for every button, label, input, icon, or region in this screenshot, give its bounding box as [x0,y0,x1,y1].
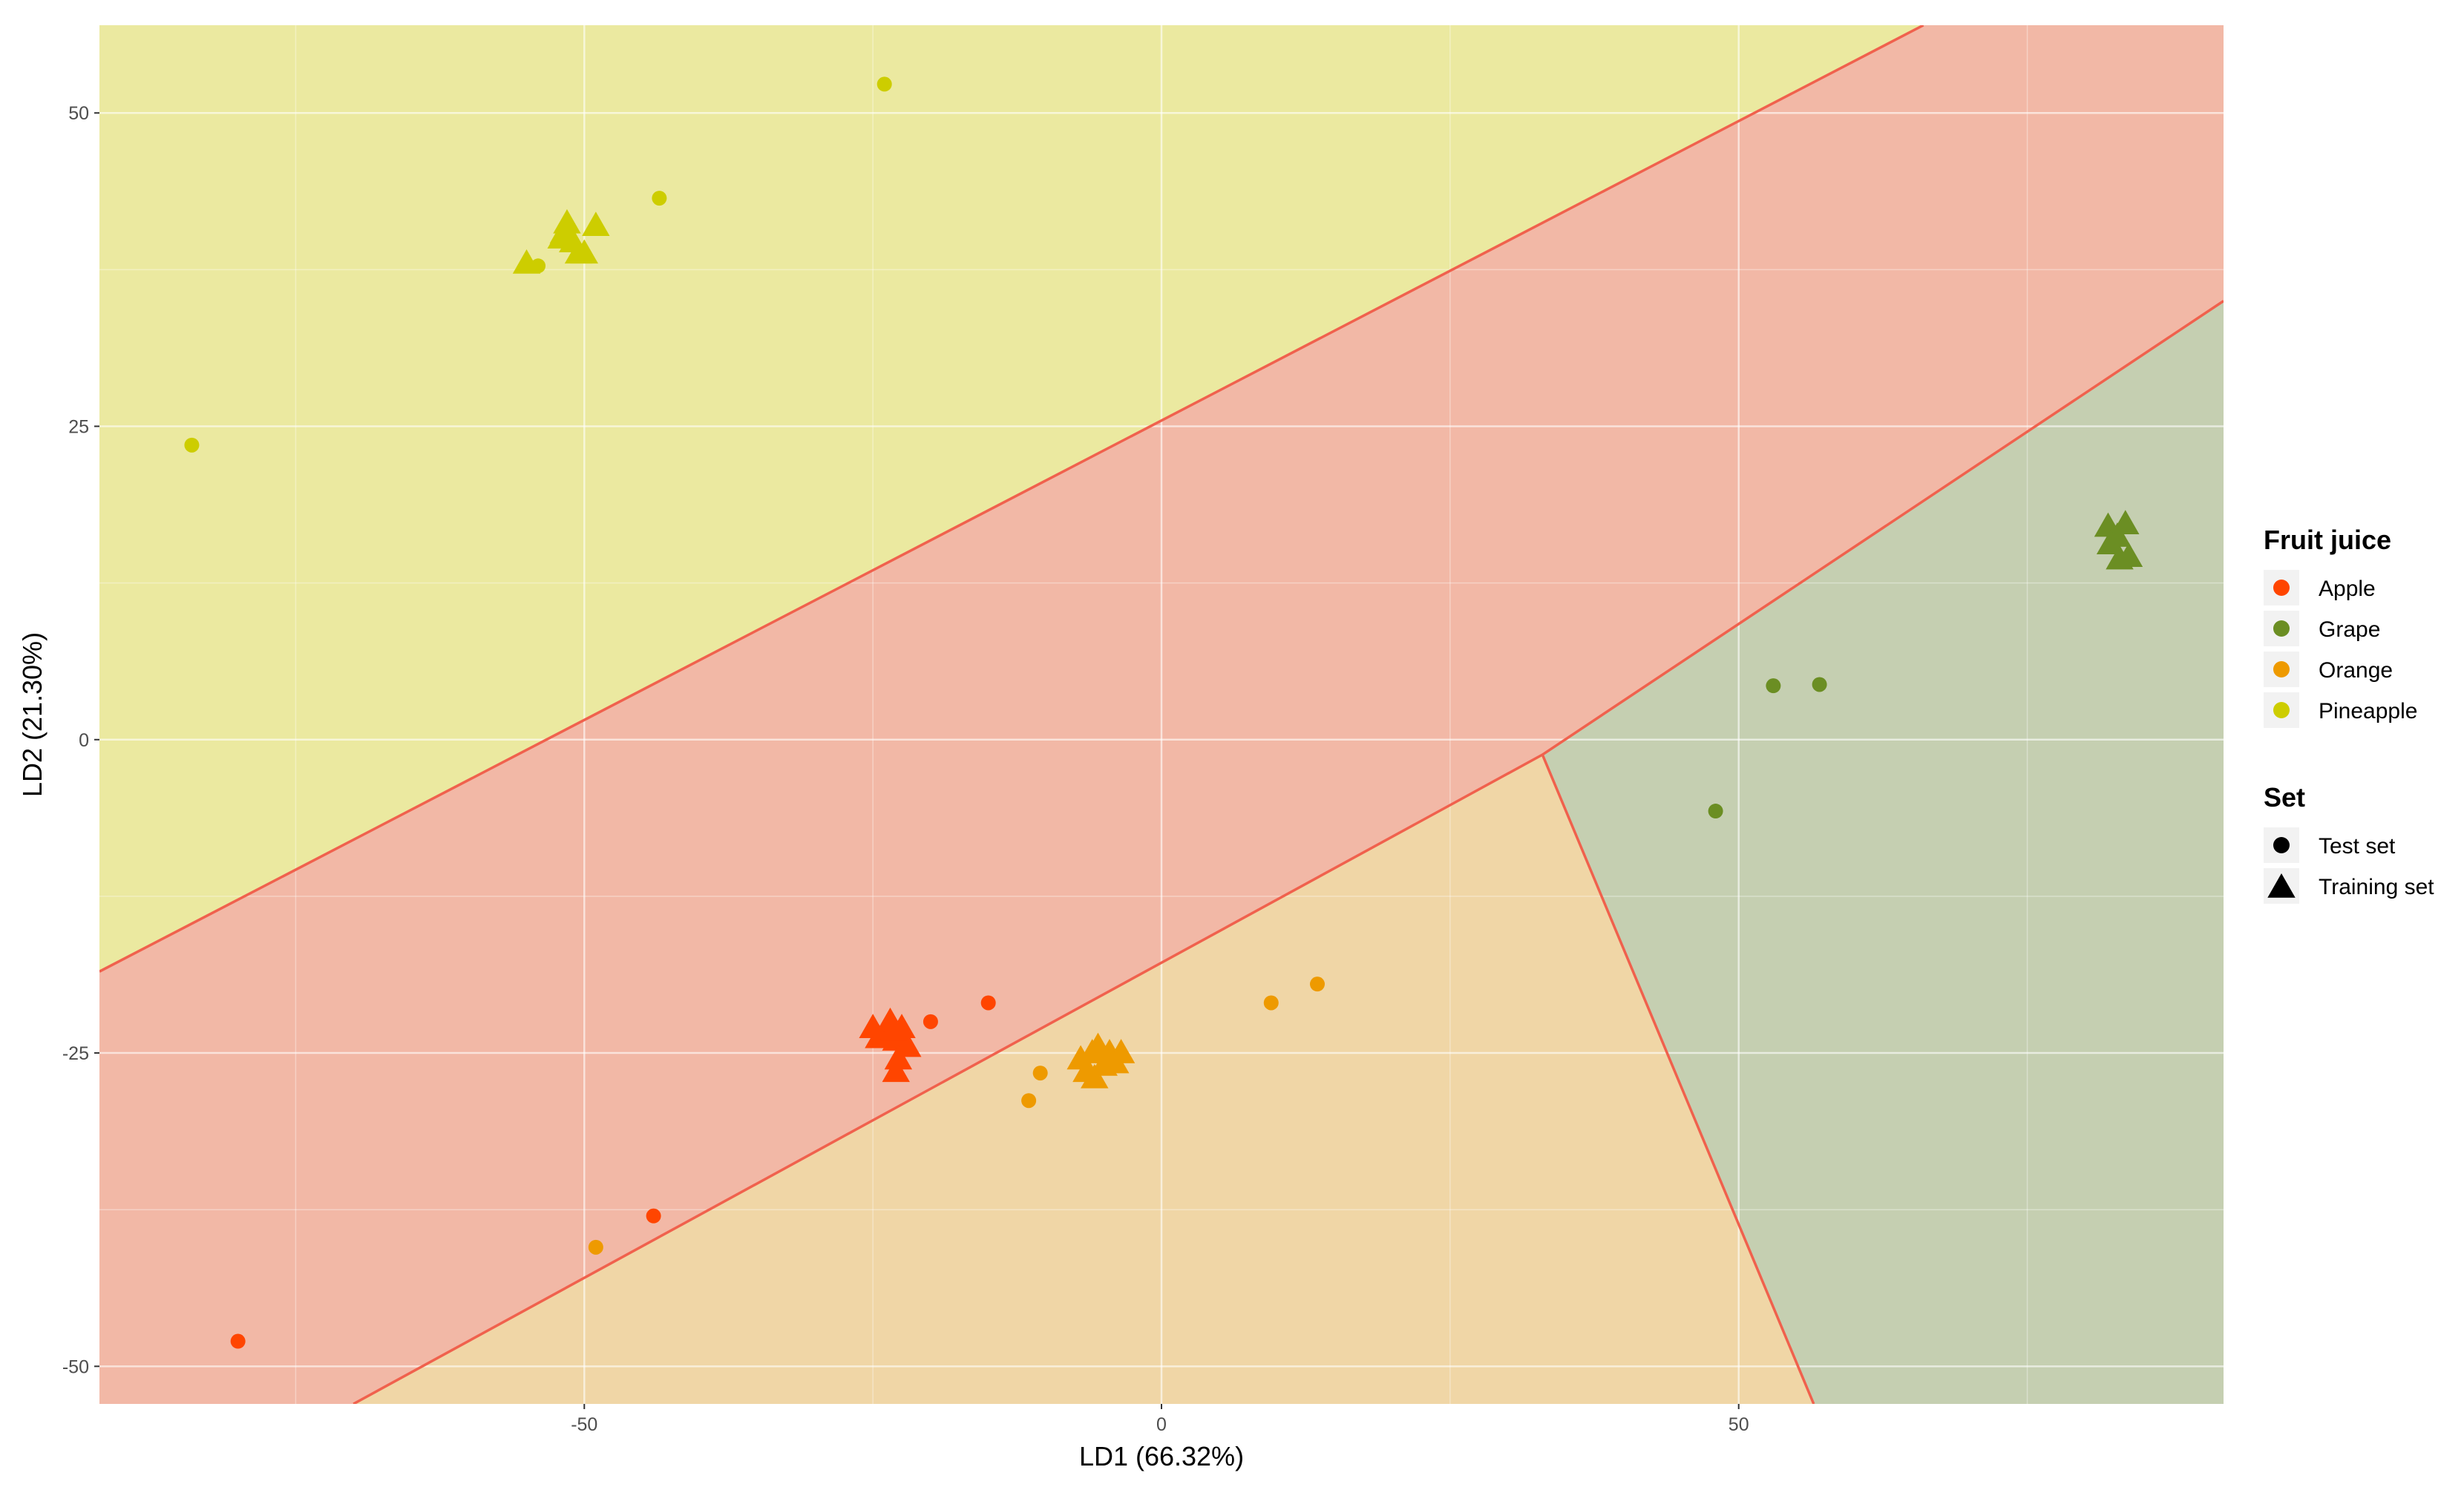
x-tick-label: 50 [1729,1414,1749,1435]
point-orange-test [1309,977,1325,992]
point-grape-training [2111,510,2140,535]
point-orange-training [1081,1063,1109,1089]
point-pineapple-training [582,211,610,237]
plot-panel [99,25,2224,1404]
legend-label-apple: Apple [2319,577,2376,601]
x-axis-title: LD1 (66.32%) [1079,1441,1244,1471]
region-grape [1542,301,2224,1404]
point-orange-test [588,1239,603,1255]
point-orange-test [1032,1066,1048,1081]
point-apple-training [882,1057,910,1083]
point-pineapple-test [652,191,667,206]
legend-shape-title: Set [2264,782,2305,813]
point-apple-training [884,1045,913,1070]
point-grape-training [2096,530,2125,555]
x-axis-ticks: -50 0 50 [571,1404,1749,1435]
legend-key-apple [2273,580,2290,596]
legend-shape-entries: Test set Training set [2264,827,2434,904]
y-tick-label: 0 [79,730,89,751]
point-pineapple-test [184,437,200,453]
point-pineapple-training [512,249,541,274]
point-orange-test [1021,1093,1037,1109]
point-apple-test [646,1208,661,1224]
legend-color-entries: Apple Grape Orange Pineapple [2264,570,2417,728]
point-apple-training [879,1016,908,1041]
point-pineapple-test [877,76,892,92]
point-grape-test [1708,804,1723,819]
legend-key-grape [2273,620,2290,637]
point-grape-training [2114,542,2143,567]
legend-label-set: Training set [2319,875,2434,899]
point-apple-test [923,1014,938,1029]
y-axis-ticks: -50 -25 0 25 50 [62,103,99,1377]
legend-key-pineapple [2273,702,2290,718]
y-tick-label: -50 [62,1356,89,1377]
legend-key-orange [2273,661,2290,677]
legend-key-training-set [2267,873,2296,898]
legend-label-set: Test set [2319,834,2396,859]
x-tick-label: -50 [571,1414,597,1435]
point-orange-training [1107,1039,1136,1063]
point-pineapple-training [549,219,577,244]
legend-label-grape: Grape [2319,617,2380,642]
legend-key-test-set [2273,837,2290,853]
y-tick-label: 25 [68,417,89,438]
point-orange-test [1263,995,1279,1011]
data-points [184,76,2143,1349]
decision-boundaries [99,25,2224,1404]
y-axis-title: LD2 (21.30%) [17,632,47,797]
y-tick-label: 50 [68,103,89,124]
point-apple-test [230,1333,246,1349]
point-apple-test [980,995,996,1011]
point-pineapple-training [570,239,598,264]
legend-color-title: Fruit juice [2264,525,2391,555]
point-grape-test [1766,678,1781,694]
x-tick-label: 0 [1156,1414,1167,1435]
point-apple-training [865,1023,893,1048]
decision-boundary-1 [99,25,1924,973]
y-tick-label: -25 [62,1043,89,1064]
legend-label-pineapple: Pineapple [2319,699,2417,723]
grid-lines [99,25,2224,1404]
legend: Fruit juice Apple Grape Orange Pineapple Se… [2264,525,2434,904]
point-grape-test [1812,677,1827,692]
decision-boundary-3 [1541,754,1815,1404]
legend-label-orange: Orange [2319,658,2393,683]
